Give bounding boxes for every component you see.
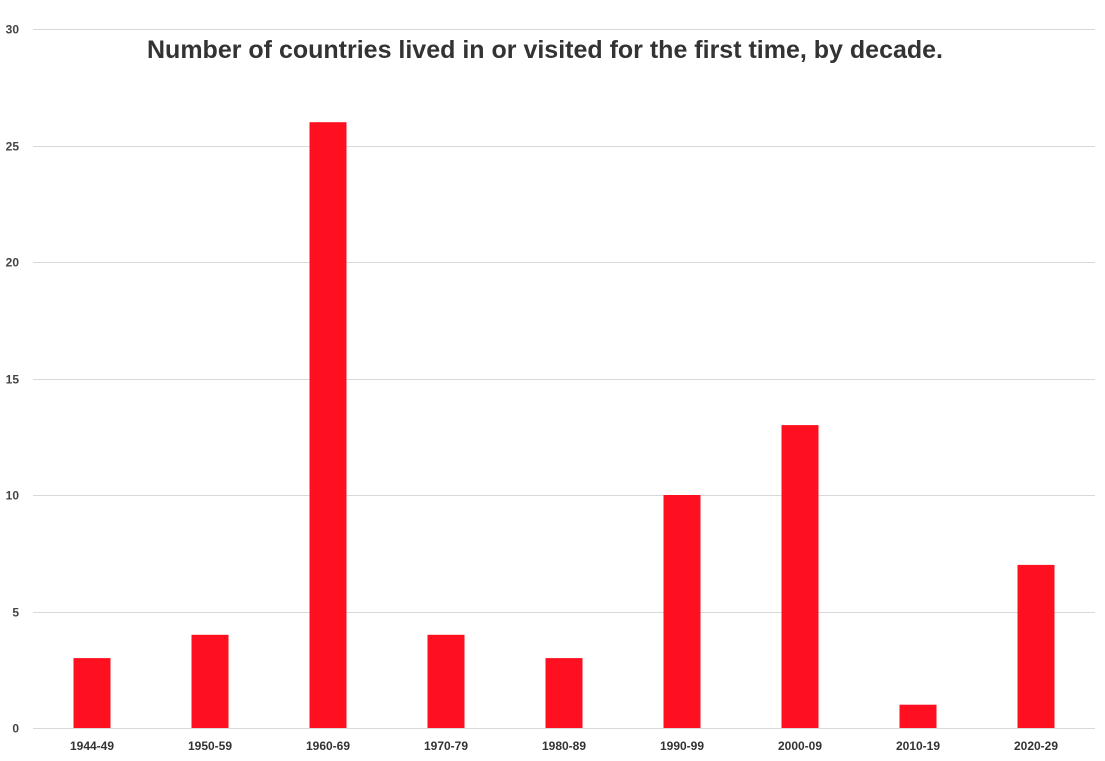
y-tick-label: 5: [12, 606, 19, 620]
x-tick-label: 1990-99: [660, 739, 704, 753]
bar-2000-09: [781, 425, 819, 728]
bar-1970-79: [427, 634, 465, 728]
bar-2010-19: [899, 704, 937, 728]
y-tick-label: 15: [6, 373, 20, 387]
y-tick-label: 20: [6, 256, 20, 270]
gridlines: [33, 29, 1095, 729]
x-tick-label: 1970-79: [424, 739, 468, 753]
y-tick-label: 30: [6, 23, 20, 37]
bar-1980-89: [545, 658, 583, 728]
bars: [73, 122, 1055, 728]
y-tick-label: 10: [6, 489, 20, 503]
bar-1950-59: [191, 634, 229, 728]
bar-1944-49: [73, 658, 111, 728]
x-tick-label: 1960-69: [306, 739, 350, 753]
bar-2020-29: [1017, 564, 1055, 728]
bar-1990-99: [663, 495, 701, 728]
x-tick-label: 1944-49: [70, 739, 114, 753]
x-tick-label: 2020-29: [1014, 739, 1058, 753]
x-tick-label: 2000-09: [778, 739, 822, 753]
y-tick-label: 0: [12, 722, 19, 736]
x-tick-label: 2010-19: [896, 739, 940, 753]
chart-title: Number of countries lived in or visited …: [147, 36, 943, 64]
x-axis-ticks: 1944-49 1950-59 1960-69 1970-79 1980-89 1990-…: [70, 739, 1058, 753]
x-tick-label: 1950-59: [188, 739, 232, 753]
bar-1960-69: [309, 122, 347, 728]
x-tick-label: 1980-89: [542, 739, 586, 753]
y-axis-ticks: 0 5 10 15 20 25 30: [6, 23, 20, 736]
y-tick-label: 25: [6, 140, 20, 154]
